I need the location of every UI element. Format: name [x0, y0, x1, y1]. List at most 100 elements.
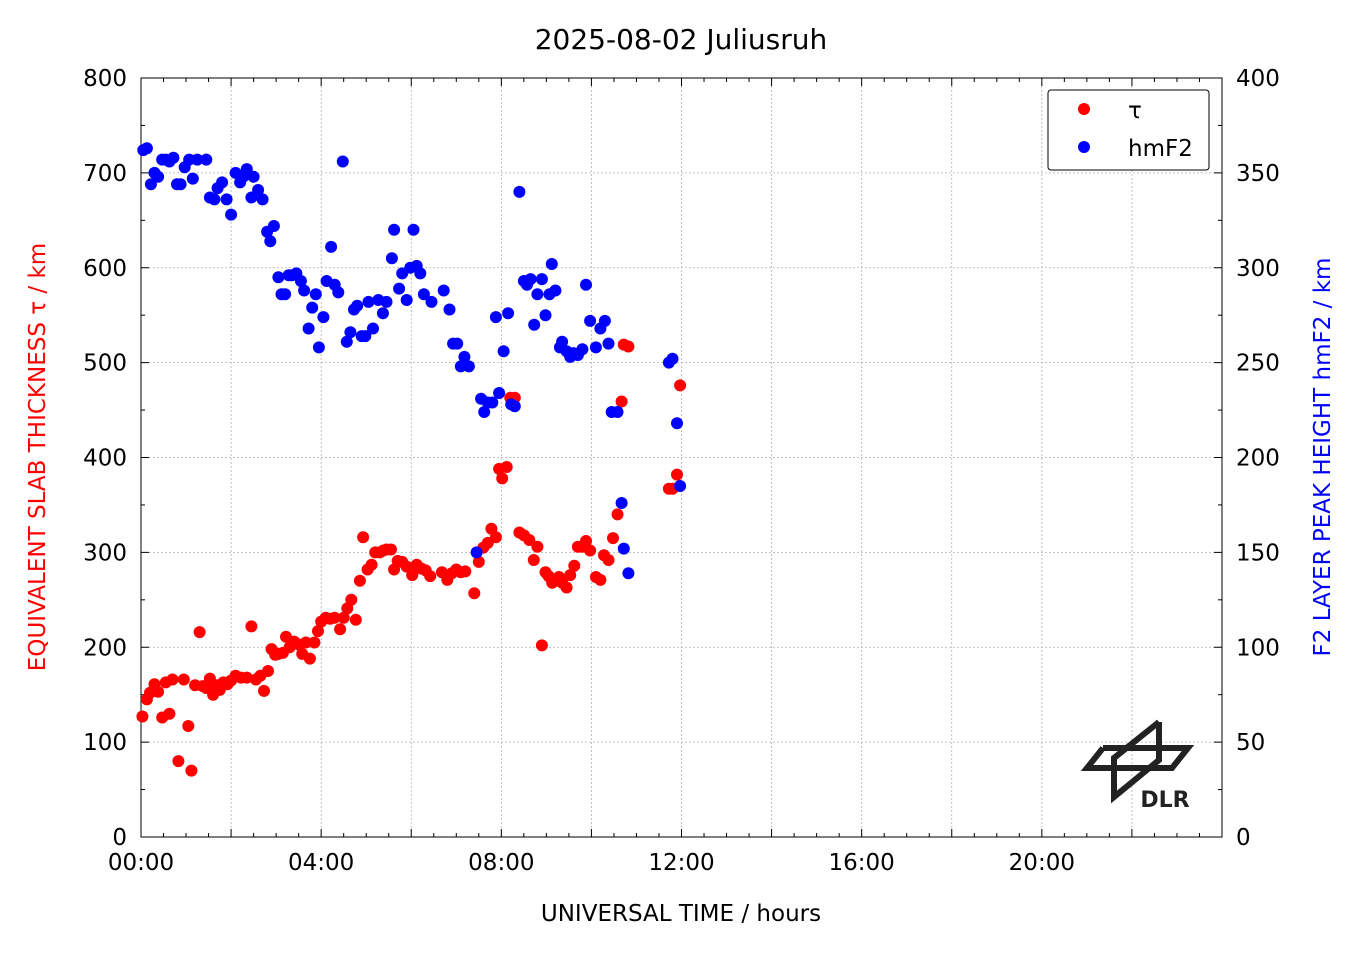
chart-title: 2025-08-02 Juliusruh: [535, 23, 828, 56]
x-tick-label: 20:00: [1009, 850, 1075, 876]
x-tick-label: 12:00: [648, 850, 714, 876]
legend-marker-tau: [1078, 103, 1090, 115]
y-axis-left: 0 100 200 300 400 500 600 700 800: [83, 66, 149, 851]
hmf2-point: [556, 335, 569, 348]
hmf2-point: [247, 170, 260, 183]
y-left-tick-label: 500: [83, 351, 127, 377]
legend-marker-hmf2: [1078, 141, 1090, 153]
tau-point: [615, 395, 628, 408]
hmf2-point: [666, 352, 679, 365]
hmf2-point: [294, 275, 307, 287]
hmf2-point: [622, 567, 635, 580]
hmf2-point: [531, 288, 544, 301]
hmf2-point: [380, 295, 393, 308]
series-hmf2: [137, 142, 687, 580]
hmf2-point: [451, 337, 464, 350]
hmf2-point: [351, 299, 364, 312]
tau-point: [172, 755, 185, 768]
tau-point: [357, 531, 370, 544]
hmf2-point: [417, 288, 430, 301]
hmf2-point: [584, 314, 597, 327]
hmf2-point: [602, 337, 615, 350]
hmf2-point: [437, 284, 450, 297]
gridlines: [141, 78, 1222, 837]
tau-point: [607, 532, 619, 545]
y-left-tick-label: 400: [83, 446, 127, 472]
y-right-tick-label: 350: [1236, 161, 1280, 187]
y-left-tick-label: 100: [83, 730, 127, 756]
y-left-tick-label: 300: [83, 540, 127, 566]
tau-point: [568, 559, 581, 572]
tau-point: [337, 611, 350, 624]
hmf2-point: [306, 301, 319, 314]
tau-point: [531, 540, 544, 553]
hmf2-point: [528, 318, 541, 331]
tau-point: [527, 554, 540, 566]
tau-point: [312, 625, 324, 638]
y-left-tick-label: 800: [83, 66, 127, 92]
tau-point: [496, 472, 509, 485]
hmf2-point: [256, 193, 269, 206]
hmf2-point: [615, 497, 628, 509]
hmf2-point: [478, 406, 491, 418]
y-left-tick-label: 700: [83, 161, 127, 187]
tau-point: [303, 652, 316, 665]
tau-point: [459, 565, 472, 578]
hmf2-point: [489, 311, 502, 324]
hmf2-point: [336, 155, 349, 168]
hmf2-point: [414, 267, 427, 280]
hmf2-point: [174, 178, 187, 191]
tau-point: [611, 508, 624, 521]
tau-point: [328, 611, 341, 624]
legend: τ hmF2: [1047, 89, 1210, 171]
hmf2-point: [580, 278, 592, 291]
hmf2-point: [144, 178, 157, 191]
hmf2-point: [513, 185, 526, 198]
tau-point: [594, 573, 607, 586]
x-tick-label: 16:00: [829, 850, 895, 876]
y-axis-right: 0 50 100 150 200 250 300 350 400: [1214, 66, 1280, 851]
tau-point: [671, 468, 683, 481]
x-tick-label: 08:00: [468, 850, 534, 876]
y-right-tick-label: 200: [1236, 446, 1280, 472]
tau-point: [365, 558, 378, 571]
tau-point: [258, 684, 270, 697]
tau-point: [177, 673, 190, 686]
hmf2-point: [458, 350, 471, 363]
hmf2-point: [576, 343, 589, 356]
hmf2-point: [376, 307, 389, 320]
hmf2-point: [264, 235, 277, 248]
hmf2-point: [359, 330, 372, 343]
hmf2-point: [524, 273, 537, 286]
y-right-tick-label: 300: [1236, 256, 1280, 282]
tau-point: [535, 639, 548, 652]
hmf2-point: [312, 341, 325, 354]
hmf2-point: [549, 284, 562, 297]
hmf2-point: [598, 314, 611, 327]
tau-point: [334, 623, 347, 636]
tau-point: [182, 720, 195, 732]
hmf2-point: [340, 335, 353, 348]
tau-point: [584, 544, 597, 557]
hmf2-point: [152, 170, 165, 183]
dlr-logo-text: DLR: [1140, 788, 1189, 813]
y-right-tick-label: 0: [1236, 825, 1251, 851]
hmf2-point: [317, 311, 330, 324]
hmf2-point: [400, 294, 413, 306]
tau-point: [560, 581, 573, 594]
x-axis-label: UNIVERSAL TIME / hours: [541, 901, 821, 927]
hmf2-point: [502, 307, 515, 320]
tau-point: [406, 569, 419, 582]
y-axis-right-label: F2 LAYER PEAK HEIGHT hmF2 / km: [1310, 258, 1336, 657]
tau-point: [472, 555, 485, 568]
hmf2-point: [140, 142, 153, 155]
hmf2-point: [267, 220, 280, 232]
tau-point: [349, 613, 362, 626]
x-tick-label: 00:00: [108, 850, 174, 876]
hmf2-point: [332, 286, 345, 299]
tau-point: [580, 535, 592, 547]
x-axis: 00:00 04:00 08:00 12:00 16:00 20:00: [108, 78, 1223, 876]
hmf2-point: [167, 151, 180, 164]
tau-point: [345, 593, 358, 606]
